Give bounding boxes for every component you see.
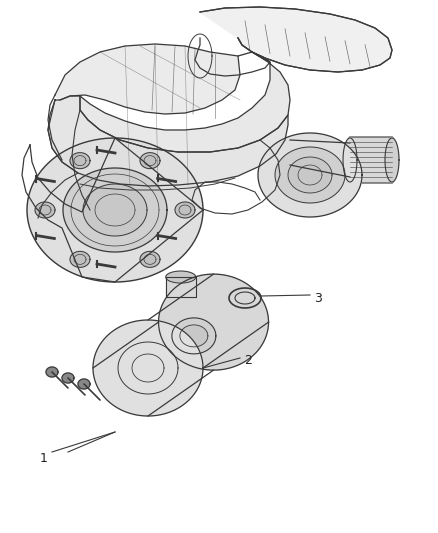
Polygon shape xyxy=(27,138,203,282)
Polygon shape xyxy=(93,320,203,416)
Polygon shape xyxy=(258,133,362,217)
FancyBboxPatch shape xyxy=(349,137,393,183)
Polygon shape xyxy=(63,168,167,252)
Polygon shape xyxy=(78,379,90,389)
Polygon shape xyxy=(62,373,74,383)
Polygon shape xyxy=(385,138,399,182)
Polygon shape xyxy=(175,202,195,218)
Polygon shape xyxy=(166,271,196,283)
Polygon shape xyxy=(70,152,90,168)
Polygon shape xyxy=(159,274,268,370)
Polygon shape xyxy=(80,52,290,152)
Polygon shape xyxy=(288,157,332,193)
Polygon shape xyxy=(343,138,357,182)
Polygon shape xyxy=(235,292,255,304)
Text: 3: 3 xyxy=(314,292,322,304)
Polygon shape xyxy=(140,252,160,268)
Polygon shape xyxy=(48,96,288,186)
Polygon shape xyxy=(70,252,90,268)
Polygon shape xyxy=(180,325,208,347)
Polygon shape xyxy=(166,277,196,297)
Polygon shape xyxy=(83,184,147,236)
Text: 2: 2 xyxy=(244,353,252,367)
Polygon shape xyxy=(275,147,345,203)
Text: 1: 1 xyxy=(40,451,48,464)
Polygon shape xyxy=(140,152,160,168)
Polygon shape xyxy=(46,367,58,377)
Polygon shape xyxy=(172,318,216,354)
Polygon shape xyxy=(200,7,392,72)
Polygon shape xyxy=(35,202,55,218)
Polygon shape xyxy=(55,44,240,114)
Polygon shape xyxy=(229,288,261,308)
